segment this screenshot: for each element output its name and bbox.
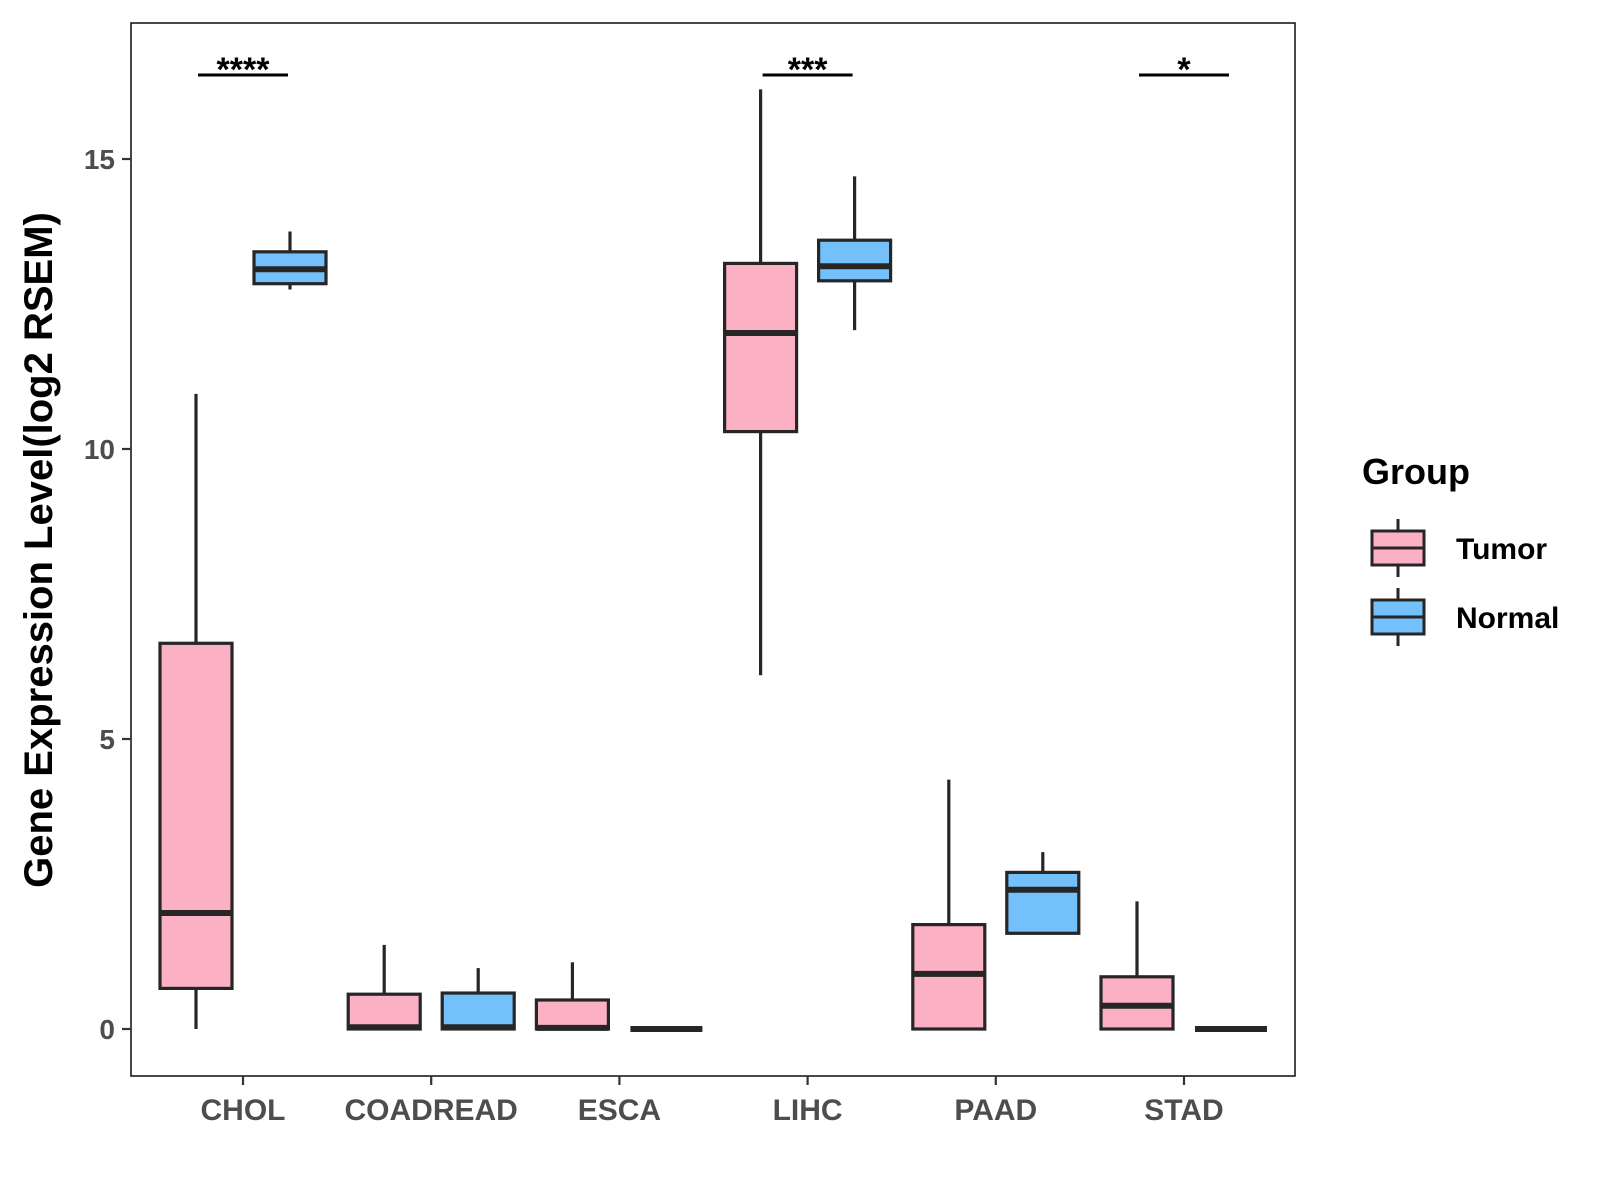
- x-tick-label: ESCA: [578, 1094, 661, 1127]
- box-body: [1005, 870, 1081, 935]
- significance-layer: **** *** *: [198, 51, 1229, 89]
- box-body: [722, 261, 799, 434]
- significance-label: *: [1177, 51, 1191, 89]
- box-body: [534, 998, 611, 1031]
- y-tick-label: 10: [84, 434, 115, 465]
- y-tick-label: 15: [84, 144, 115, 175]
- significance-label: ****: [217, 51, 271, 89]
- x-tick-label: LIHC: [773, 1094, 843, 1127]
- x-tick-label: CHOL: [201, 1094, 286, 1127]
- box-body: [346, 992, 422, 1031]
- y-axis: 0 5 10 15: [84, 144, 131, 1045]
- legend-title: Group: [1362, 451, 1470, 492]
- legend-label: Normal: [1456, 602, 1559, 635]
- box-tumor-esca: [534, 962, 611, 1031]
- x-tick-label: PAAD: [954, 1094, 1037, 1127]
- x-tick-label: STAD: [1144, 1094, 1223, 1127]
- y-axis-title: Gene Expression Level(log2 RSEM): [17, 212, 61, 888]
- significance-lihc: ***: [762, 51, 853, 89]
- legend-label: Tumor: [1456, 533, 1547, 566]
- box-tumor-paad: [911, 779, 987, 1031]
- box-normal-lihc: [816, 176, 893, 331]
- legend: Group Tumor Normal: [1362, 451, 1559, 646]
- boxes-layer: [158, 89, 1267, 1032]
- box-tumor-stad: [1099, 901, 1175, 1031]
- box-body: [440, 991, 516, 1031]
- box-tumor-coadread: [346, 944, 422, 1031]
- box-tumor-lihc: [722, 89, 799, 676]
- significance-chol: ****: [198, 51, 288, 89]
- legend-entry-tumor: Tumor: [1370, 519, 1547, 577]
- y-tick-label: 0: [99, 1014, 115, 1045]
- significance-stad: *: [1139, 51, 1229, 89]
- box-body: [158, 641, 234, 990]
- plot-panel: [130, 22, 1296, 1077]
- significance-label: ***: [788, 51, 828, 89]
- legend-entry-normal: Normal: [1370, 588, 1559, 646]
- x-axis: CHOL COADREAD ESCA LIHC PAAD STAD: [201, 1076, 1224, 1127]
- box-normal-chol: [252, 231, 328, 290]
- box-tumor-chol: [158, 393, 234, 1029]
- box-normal-coadread: [440, 968, 516, 1031]
- y-tick-label: 5: [99, 724, 115, 755]
- x-tick-label: COADREAD: [345, 1094, 518, 1127]
- box-normal-paad: [1005, 852, 1081, 935]
- box-body: [816, 238, 893, 283]
